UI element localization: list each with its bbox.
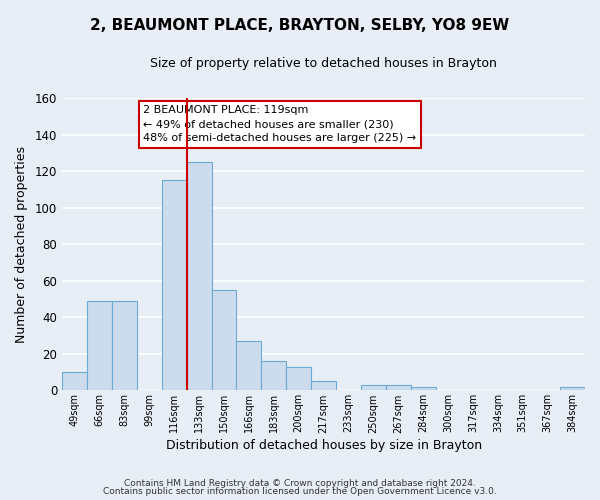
- Text: Contains public sector information licensed under the Open Government Licence v3: Contains public sector information licen…: [103, 487, 497, 496]
- Bar: [62, 372, 87, 390]
- Y-axis label: Number of detached properties: Number of detached properties: [15, 146, 28, 342]
- Bar: [212, 290, 236, 390]
- Text: 2, BEAUMONT PLACE, BRAYTON, SELBY, YO8 9EW: 2, BEAUMONT PLACE, BRAYTON, SELBY, YO8 9…: [91, 18, 509, 32]
- Bar: [411, 386, 436, 390]
- Bar: [386, 385, 411, 390]
- X-axis label: Distribution of detached houses by size in Brayton: Distribution of detached houses by size …: [166, 440, 482, 452]
- Bar: [361, 385, 386, 390]
- Bar: [112, 301, 137, 390]
- Text: Contains HM Land Registry data © Crown copyright and database right 2024.: Contains HM Land Registry data © Crown c…: [124, 478, 476, 488]
- Title: Size of property relative to detached houses in Brayton: Size of property relative to detached ho…: [150, 58, 497, 70]
- Bar: [286, 366, 311, 390]
- Bar: [311, 382, 336, 390]
- Bar: [187, 162, 212, 390]
- Text: 2 BEAUMONT PLACE: 119sqm
← 49% of detached houses are smaller (230)
48% of semi-: 2 BEAUMONT PLACE: 119sqm ← 49% of detach…: [143, 106, 416, 144]
- Bar: [560, 386, 585, 390]
- Bar: [236, 341, 262, 390]
- Bar: [162, 180, 187, 390]
- Bar: [262, 361, 286, 390]
- Bar: [87, 301, 112, 390]
